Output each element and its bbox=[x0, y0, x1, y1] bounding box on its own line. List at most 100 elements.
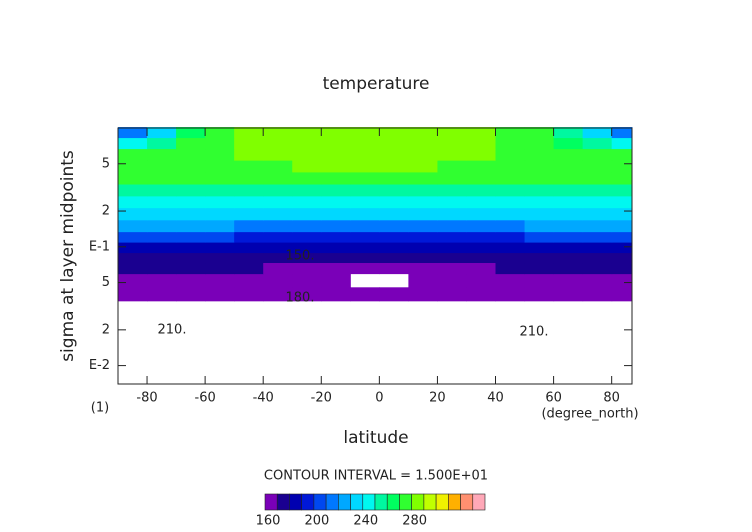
field-cell bbox=[321, 160, 351, 173]
field-cell bbox=[495, 219, 526, 233]
field-cell bbox=[408, 195, 438, 209]
contour-interval: CONTOUR INTERVAL = 1.500E+01 bbox=[264, 469, 488, 484]
field-cell bbox=[379, 171, 409, 185]
x-tick-label: -20 bbox=[311, 391, 332, 406]
field-cell bbox=[553, 287, 584, 302]
field-cell bbox=[292, 160, 322, 173]
field-cell bbox=[524, 184, 555, 197]
field-cell bbox=[553, 148, 584, 161]
field-cell bbox=[408, 148, 438, 161]
field-cell bbox=[524, 171, 555, 185]
field-cell bbox=[437, 137, 467, 150]
field-cell bbox=[292, 252, 322, 264]
field-cell bbox=[437, 160, 467, 173]
field-cell bbox=[350, 219, 380, 233]
field-cell bbox=[611, 160, 633, 173]
field-cell bbox=[176, 171, 206, 185]
field-cell bbox=[263, 195, 293, 209]
field-cell bbox=[408, 137, 438, 150]
field-cell bbox=[379, 262, 409, 275]
field-cell bbox=[321, 262, 351, 275]
field-cell bbox=[379, 219, 409, 233]
x-tick-label: 20 bbox=[429, 391, 446, 406]
field-cell bbox=[582, 184, 613, 197]
field-cell bbox=[292, 242, 322, 254]
field-cell bbox=[408, 231, 438, 243]
field-cell bbox=[408, 273, 438, 288]
field-cell bbox=[437, 287, 467, 302]
field-cell bbox=[176, 148, 206, 161]
field-cell bbox=[495, 171, 526, 185]
x-tick-label: -80 bbox=[136, 391, 157, 406]
colorbar-box bbox=[411, 493, 425, 511]
field-cell bbox=[524, 137, 555, 150]
field-cell bbox=[495, 137, 526, 150]
field-cell bbox=[466, 148, 497, 161]
field-cell bbox=[466, 252, 497, 264]
field-cell bbox=[147, 171, 177, 185]
field-cell bbox=[234, 262, 264, 275]
field-cell bbox=[466, 207, 497, 221]
field-cell bbox=[147, 252, 177, 264]
field-cell bbox=[350, 184, 380, 197]
field-cell bbox=[205, 273, 235, 288]
field-cell bbox=[437, 127, 467, 139]
field-cell bbox=[263, 148, 293, 161]
colorbar-tick-label: 240 bbox=[353, 514, 378, 529]
field-cell bbox=[292, 184, 322, 197]
field-cell bbox=[495, 242, 526, 254]
field-cell bbox=[495, 287, 526, 302]
field-cell bbox=[176, 219, 206, 233]
field-cell bbox=[437, 195, 467, 209]
field-cell bbox=[292, 273, 322, 288]
field-cell bbox=[321, 242, 351, 254]
field-cell bbox=[611, 252, 633, 264]
field-cell bbox=[437, 231, 467, 243]
field-cell bbox=[147, 148, 177, 161]
field-cell bbox=[582, 219, 613, 233]
field-cell bbox=[553, 252, 584, 264]
field-cell bbox=[263, 127, 293, 139]
field-cell bbox=[524, 127, 555, 139]
field-cell bbox=[118, 148, 148, 161]
field-cell bbox=[379, 195, 409, 209]
field-cell bbox=[582, 127, 613, 139]
field-cell bbox=[292, 195, 322, 209]
field-cell bbox=[147, 137, 177, 150]
field-cell bbox=[292, 148, 322, 161]
field-cell bbox=[205, 160, 235, 173]
field-cell bbox=[147, 184, 177, 197]
field-cell bbox=[147, 242, 177, 254]
contour-label: 150. bbox=[286, 249, 315, 264]
field-cell bbox=[234, 184, 264, 197]
field-cell bbox=[205, 148, 235, 161]
field-cell bbox=[321, 137, 351, 150]
field-cell bbox=[321, 252, 351, 264]
field-cell bbox=[205, 137, 235, 150]
field-cell bbox=[408, 262, 438, 275]
field-cell bbox=[437, 273, 467, 288]
field-cell bbox=[611, 219, 633, 233]
field-cell bbox=[524, 160, 555, 173]
field-cell bbox=[234, 148, 264, 161]
field-cell bbox=[553, 184, 584, 197]
field-cell bbox=[321, 273, 351, 288]
field-cell bbox=[263, 219, 293, 233]
field-cell bbox=[118, 137, 148, 150]
field-cell bbox=[408, 171, 438, 185]
x-tick-label: 0 bbox=[375, 391, 383, 406]
field-cell bbox=[524, 231, 555, 243]
field-cell bbox=[495, 127, 526, 139]
colorbar-box bbox=[399, 493, 412, 511]
plot-frame bbox=[117, 127, 633, 385]
colorbar-box bbox=[435, 493, 449, 511]
field-cell bbox=[379, 127, 409, 139]
field-cell bbox=[495, 184, 526, 197]
field-cell bbox=[437, 148, 467, 161]
field-cell bbox=[234, 127, 264, 139]
field-cell bbox=[582, 195, 613, 209]
field-cell bbox=[408, 219, 438, 233]
field-cell bbox=[379, 242, 409, 254]
contour-label: 180. bbox=[286, 291, 315, 306]
field-cell bbox=[176, 252, 206, 264]
